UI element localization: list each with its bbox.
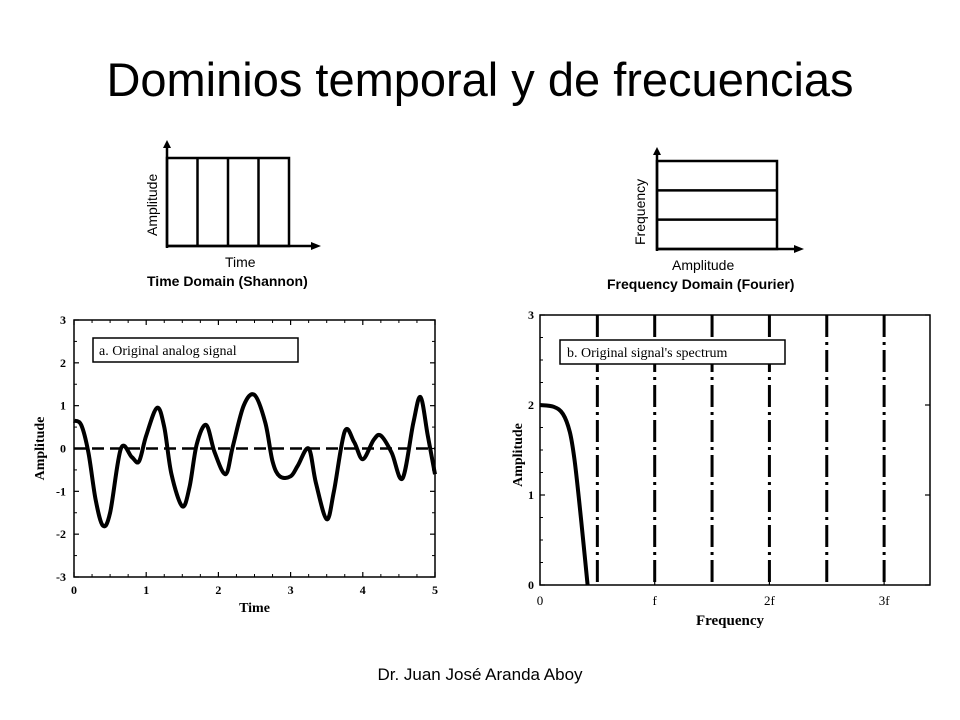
y-axis-label: Amplitude bbox=[511, 423, 526, 487]
diagram-caption: Frequency Domain (Fourier) bbox=[607, 276, 794, 292]
y-tick-label: 0 bbox=[60, 442, 66, 456]
y-tick-label: 2 bbox=[60, 356, 66, 370]
spectrum-plot: 01230fs2fs3fsb. Original signal's spectr… bbox=[511, 308, 931, 629]
diagram-caption: Time Domain (Shannon) bbox=[147, 273, 308, 289]
x-axis-label: Time bbox=[239, 601, 270, 616]
x-axis-label: Frequency bbox=[696, 613, 765, 629]
y-axis-label: Amplitude bbox=[144, 174, 160, 236]
slide-footer: Dr. Juan José Aranda Aboy bbox=[377, 665, 583, 684]
x-tick-label: 3f bbox=[879, 593, 891, 608]
analog-signal-plot: -3 -2 -1 0 1 2 3 0 1 2 3 4 5 a. Original analog signa… bbox=[33, 313, 438, 616]
y-axis-label: Frequency bbox=[632, 179, 648, 245]
y-tick-label: 3 bbox=[60, 313, 66, 327]
x-tick-label: 4 bbox=[360, 583, 366, 597]
legend-text: a. Original analog signal bbox=[99, 344, 237, 359]
legend-box bbox=[92, 337, 299, 363]
spectrum-line bbox=[539, 403, 590, 586]
y-tick-label: 0 bbox=[528, 578, 534, 592]
x-tick-label: 3 bbox=[288, 583, 294, 597]
x-axis-arrow bbox=[311, 242, 321, 250]
signal-line bbox=[72, 392, 437, 529]
y-tick-label: 1 bbox=[60, 399, 66, 413]
x-tick-label: 0 bbox=[71, 583, 77, 597]
y-tick-label: 2 bbox=[528, 398, 534, 412]
y-tick-label: -2 bbox=[56, 527, 66, 541]
grid-box bbox=[655, 159, 779, 251]
legend-box bbox=[559, 339, 786, 365]
time-domain-diagram: Amplitude Time Time Domain (Shannon) bbox=[144, 140, 321, 289]
x-tick-label: 0 bbox=[537, 593, 544, 608]
x-tick-label: 5 bbox=[432, 583, 438, 597]
x-axis-label: Time bbox=[225, 254, 256, 270]
y-tick-label: -1 bbox=[56, 484, 66, 498]
legend-text: b. Original signal's spectrum bbox=[567, 346, 727, 361]
x-axis-arrow bbox=[794, 245, 804, 253]
x-axis-label: Amplitude bbox=[672, 257, 734, 273]
y-axis-arrow bbox=[653, 147, 661, 155]
y-tick-label: 3 bbox=[528, 308, 534, 322]
frequency-domain-diagram: Frequency Amplitude Frequency Domain (Fo… bbox=[607, 147, 804, 292]
x-tick-label: f bbox=[653, 593, 658, 608]
x-tick-label: 1 bbox=[143, 583, 149, 597]
y-tick-label: 1 bbox=[528, 488, 534, 502]
x-tick-label: 2f bbox=[764, 593, 776, 608]
y-tick-label: -3 bbox=[56, 570, 66, 584]
y-axis-arrow bbox=[163, 140, 171, 148]
x-tick-label: 2 bbox=[215, 583, 221, 597]
y-axis-label: Amplitude bbox=[33, 417, 48, 481]
slide-title: Dominios temporal y de frecuencias bbox=[106, 53, 854, 106]
